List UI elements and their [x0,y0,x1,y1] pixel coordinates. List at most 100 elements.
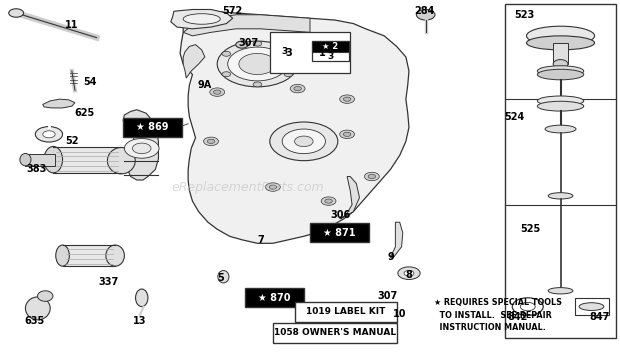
Polygon shape [123,110,159,180]
Text: 5: 5 [217,274,224,283]
Bar [312,41,349,61]
Text: 524: 524 [504,112,525,122]
Circle shape [340,95,355,103]
Circle shape [284,51,293,56]
Ellipse shape [548,288,573,294]
Polygon shape [183,44,205,78]
Bar [270,32,350,73]
Ellipse shape [538,96,584,106]
Text: 11: 11 [65,20,79,30]
Text: ★ 870: ★ 870 [259,293,291,303]
Circle shape [284,72,293,77]
Bar [273,323,397,343]
Ellipse shape [218,270,229,283]
Text: ★ 869: ★ 869 [136,122,169,132]
Polygon shape [183,15,310,36]
Polygon shape [391,222,403,257]
Circle shape [365,172,379,181]
Ellipse shape [538,66,584,76]
Text: 9: 9 [387,252,394,262]
Text: 635: 635 [25,316,45,326]
Circle shape [9,9,24,17]
Circle shape [294,136,313,146]
Circle shape [222,51,231,56]
Circle shape [404,270,414,276]
Ellipse shape [553,60,568,68]
Text: 307: 307 [377,291,397,301]
Text: 284: 284 [414,6,435,16]
Text: 3: 3 [281,47,287,56]
Text: 1019 LABEL KIT: 1019 LABEL KIT [306,307,386,316]
Bar [246,288,304,307]
Ellipse shape [37,291,53,301]
Text: 337: 337 [99,277,119,287]
Ellipse shape [526,36,595,50]
Text: 625: 625 [74,108,94,118]
Text: ★ 2: ★ 2 [322,42,339,51]
Polygon shape [171,10,232,29]
Circle shape [133,143,151,154]
Circle shape [222,72,231,77]
Circle shape [325,199,332,203]
Text: 307: 307 [238,38,259,48]
Text: 52: 52 [65,136,79,146]
Ellipse shape [545,125,576,133]
Circle shape [265,183,280,191]
Circle shape [253,41,262,46]
Text: 1: 1 [319,48,326,59]
Bar [295,302,397,322]
Ellipse shape [526,26,595,46]
Circle shape [321,197,336,205]
Text: 842: 842 [508,312,528,322]
Text: 306: 306 [331,210,351,220]
Text: 525: 525 [521,224,541,234]
Circle shape [269,185,277,189]
Bar [25,154,55,166]
Text: 1: 1 [319,42,326,51]
Polygon shape [43,99,75,108]
Circle shape [520,303,535,311]
Circle shape [125,138,159,158]
Polygon shape [340,176,360,219]
Bar [123,118,182,137]
Ellipse shape [44,146,63,173]
Ellipse shape [538,101,584,111]
Ellipse shape [136,289,148,307]
Bar [310,223,369,243]
Circle shape [228,47,287,81]
Ellipse shape [183,14,220,24]
Text: 3: 3 [327,52,334,61]
Polygon shape [180,11,409,243]
Text: 10: 10 [393,309,407,319]
Circle shape [210,88,224,96]
Text: 383: 383 [27,164,46,174]
Circle shape [290,84,305,93]
Ellipse shape [106,245,125,266]
Circle shape [253,82,262,87]
Text: 523: 523 [515,10,535,20]
Circle shape [203,137,218,145]
Circle shape [368,174,376,179]
Circle shape [43,131,55,138]
Bar [312,41,349,52]
Text: 8: 8 [405,270,412,280]
Bar [505,4,616,338]
Text: 572: 572 [223,6,243,16]
Text: 54: 54 [84,77,97,86]
Ellipse shape [25,297,50,320]
Text: 3: 3 [285,48,292,59]
Ellipse shape [548,193,573,199]
Ellipse shape [579,303,604,311]
Circle shape [282,129,326,154]
Circle shape [270,122,338,161]
Ellipse shape [56,245,69,266]
Text: 9A: 9A [198,80,212,90]
Text: 13: 13 [133,316,147,326]
Text: 1058 OWNER'S MANUAL: 1058 OWNER'S MANUAL [273,329,396,337]
Ellipse shape [538,69,584,80]
Circle shape [217,41,298,87]
Bar [53,146,122,173]
Circle shape [239,53,276,74]
Text: ★ REQUIRES SPECIAL TOOLS
  TO INSTALL.  SEE REPAIR
  INSTRUCTION MANUAL.: ★ REQUIRES SPECIAL TOOLS TO INSTALL. SEE… [434,298,562,333]
Circle shape [398,267,420,280]
